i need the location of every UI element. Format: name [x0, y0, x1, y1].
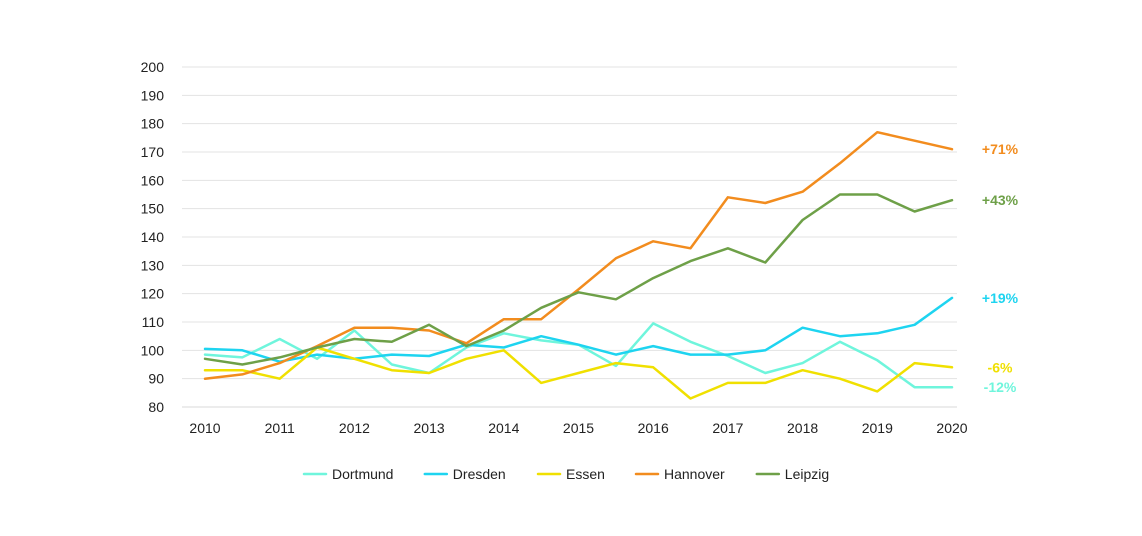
end-label-leipzig: +43%	[982, 192, 1019, 208]
legend-label: Dortmund	[332, 466, 393, 482]
x-tick-label: 2019	[862, 420, 893, 436]
x-tick-label: 2010	[189, 420, 220, 436]
x-tick-label: 2015	[563, 420, 594, 436]
end-label-essen: -6%	[988, 359, 1013, 375]
end-label-dortmund: -12%	[984, 379, 1017, 395]
series-line-essen	[203, 346, 954, 400]
end-label-dresden: +19%	[982, 290, 1019, 306]
legend: Dortmund Dresden Essen Hannover Leipzig	[302, 466, 829, 482]
x-tick-label: 2017	[712, 420, 743, 436]
x-tick-label: 2013	[414, 420, 445, 436]
y-tick-label: 190	[141, 87, 165, 103]
x-tick-label: 2018	[787, 420, 818, 436]
legend-item-dortmund: Dortmund	[302, 466, 393, 482]
series-line-leipzig	[203, 193, 954, 366]
x-tick-label: 2020	[936, 420, 967, 436]
legend-label: Leipzig	[785, 466, 829, 482]
y-tick-label: 200	[141, 59, 165, 75]
end-labels: +71% +43% +19% -6% -12%	[982, 141, 1019, 395]
y-tick-label: 120	[141, 286, 165, 302]
y-tick-label: 150	[141, 201, 165, 217]
x-tick-label: 2014	[488, 420, 519, 436]
series-line-dresden	[203, 296, 954, 363]
series-lines	[203, 130, 954, 400]
legend-item-hannover: Hannover	[634, 466, 725, 482]
legend-label: Hannover	[664, 466, 725, 482]
legend-item-dresden: Dresden	[423, 466, 506, 482]
y-tick-label: 140	[141, 229, 165, 245]
y-tick-label: 130	[141, 257, 165, 273]
end-label-hannover: +71%	[982, 141, 1019, 157]
y-tick-label: 160	[141, 172, 165, 188]
y-tick-label: 100	[141, 342, 165, 358]
legend-item-leipzig: Leipzig	[755, 466, 829, 482]
y-tick-label: 180	[141, 116, 165, 132]
y-tick-label: 110	[142, 314, 165, 330]
legend-label: Dresden	[453, 466, 506, 482]
legend-label: Essen	[566, 466, 605, 482]
x-tick-label: 2011	[265, 420, 295, 436]
series-line-hannover	[203, 130, 954, 380]
y-tick-label: 170	[141, 144, 165, 160]
y-axis-ticks: 80 90 100 110 120 130 140 150 160 170 180 190 200	[141, 59, 165, 415]
x-tick-label: 2016	[638, 420, 669, 436]
y-tick-label: 90	[148, 371, 164, 387]
legend-item-essen: Essen	[536, 466, 605, 482]
x-tick-label: 2012	[339, 420, 370, 436]
y-tick-label: 80	[148, 399, 164, 415]
x-axis-ticks: 2010 2011 2012 2013 2014 2015 2016 2017 2018 2019…	[189, 420, 967, 436]
